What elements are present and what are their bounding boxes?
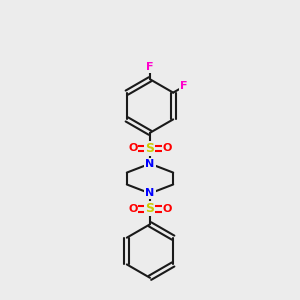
Text: O: O <box>128 204 137 214</box>
Text: F: F <box>180 81 188 92</box>
Text: S: S <box>146 142 154 155</box>
Text: O: O <box>163 204 172 214</box>
Text: O: O <box>163 143 172 153</box>
Text: O: O <box>128 143 137 153</box>
Text: N: N <box>146 159 154 169</box>
Text: F: F <box>146 62 154 72</box>
Text: N: N <box>146 188 154 198</box>
Text: S: S <box>146 202 154 215</box>
